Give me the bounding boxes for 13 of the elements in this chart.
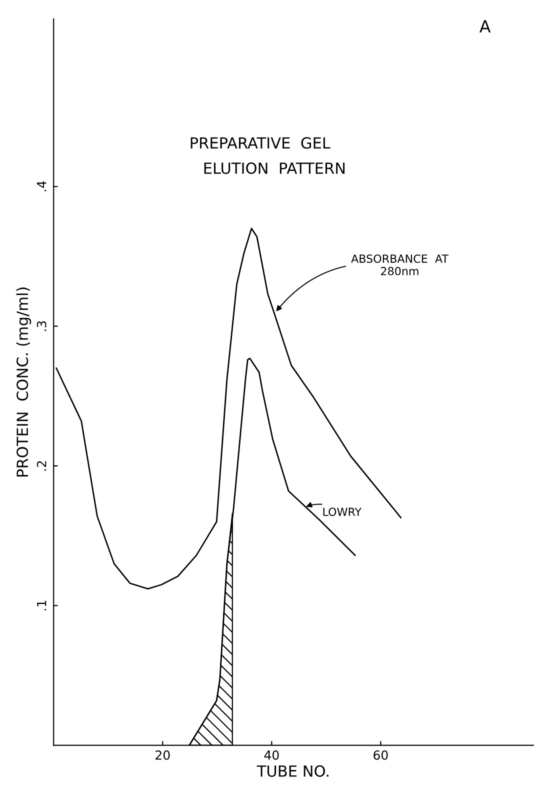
x-tick-label: 20 — [156, 750, 170, 760]
y-axis-title: PROTEIN CONC. (mg/ml) — [16, 288, 32, 476]
y-tick-label: .3 — [36, 321, 46, 331]
y-tick-label: .1 — [37, 600, 46, 610]
x-tick-label: 40 — [264, 750, 279, 760]
x-tick-label: 60 — [374, 750, 388, 760]
annotation: LOWRY — [323, 508, 362, 516]
text: PREPARATIVE GEL ELUTION PATTERN — [190, 137, 345, 174]
y-tick-label: .4 — [37, 181, 46, 192]
x-axis-title: TUBE NO. — [256, 765, 328, 777]
y-tick-label: .2 — [36, 461, 46, 471]
annotation: A — [480, 20, 491, 32]
annotation: ABSORBANCE AT 280nm — [351, 254, 449, 276]
